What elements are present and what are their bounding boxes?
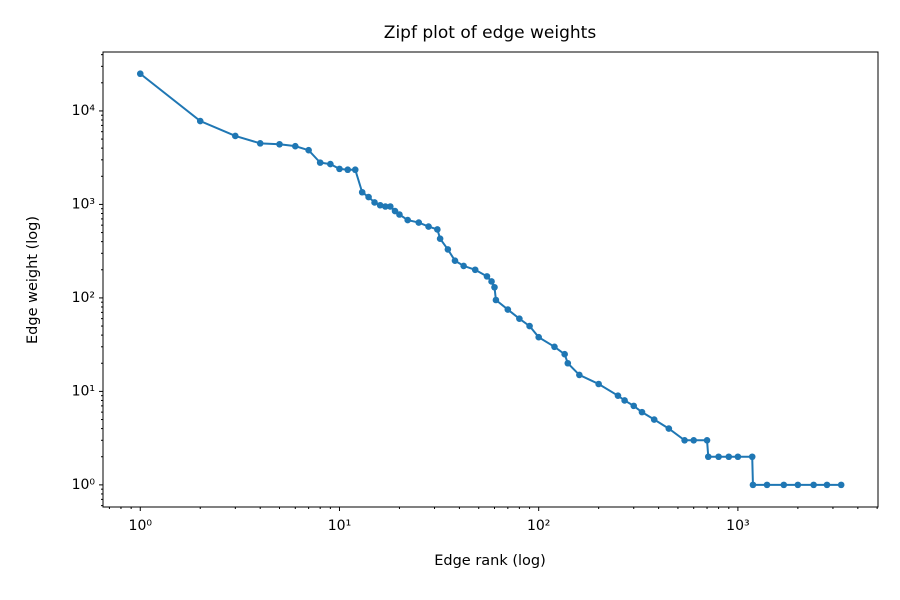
data-point: [436, 235, 444, 242]
data-point: [358, 188, 366, 196]
data-point: [614, 392, 622, 399]
plot-frame: [102, 51, 879, 508]
data-point: [638, 408, 646, 416]
data-point: [483, 273, 491, 280]
data-point: [336, 165, 343, 173]
y-tick-label: 10³: [72, 196, 95, 212]
data-point: [344, 166, 352, 174]
data-point: [823, 481, 831, 489]
data-point: [488, 278, 495, 285]
data-point: [327, 160, 334, 168]
data-point: [763, 481, 771, 489]
data-point: [690, 436, 698, 444]
data-point: [504, 306, 512, 313]
data-point: [749, 481, 757, 489]
data-point: [681, 436, 688, 444]
x-axis-label: Edge rank (log): [434, 553, 546, 569]
data-point: [650, 416, 658, 423]
data-point: [396, 211, 403, 218]
data-point: [715, 453, 722, 461]
data-point: [780, 481, 788, 489]
data-point: [425, 223, 432, 230]
data-point: [196, 117, 204, 125]
data-point: [415, 219, 423, 226]
data-point: [351, 166, 359, 174]
data-point: [704, 453, 712, 461]
data-point: [564, 359, 572, 367]
y-tick-label: 10⁰: [72, 477, 96, 493]
x-tick-label: 10⁰: [129, 518, 153, 534]
data-point: [434, 226, 441, 233]
data-point: [444, 246, 452, 253]
data-point: [665, 425, 673, 432]
x-tick-label: 10²: [527, 518, 550, 534]
y-axis-label: Edge weight (log): [25, 216, 41, 344]
y-tick-label: 10²: [72, 290, 95, 306]
data-point: [365, 193, 372, 201]
data-point: [376, 201, 384, 209]
data-point: [305, 146, 312, 154]
x-tick-label: 10³: [726, 518, 749, 534]
data-point: [387, 203, 394, 210]
data-point: [734, 453, 742, 461]
data-point: [595, 380, 602, 388]
data-point: [492, 296, 500, 304]
data-point: [748, 453, 756, 461]
data-point: [276, 140, 283, 148]
data-point: [551, 343, 558, 351]
data-point: [232, 132, 239, 140]
data-point: [561, 350, 568, 358]
data-point: [291, 142, 299, 150]
data-point: [391, 207, 399, 215]
data-point: [371, 199, 378, 206]
x-tick-label: 10¹: [328, 518, 351, 534]
data-point: [382, 203, 389, 210]
y-tick-label: 10⁴: [72, 103, 96, 119]
data-point: [837, 481, 845, 489]
data-point: [526, 322, 533, 330]
data-point: [630, 402, 638, 410]
chart-title: Zipf plot of edge weights: [384, 23, 597, 43]
data-point: [535, 333, 542, 341]
data-point: [460, 262, 467, 270]
data-point: [516, 315, 523, 322]
data-point: [725, 453, 733, 461]
data-point: [621, 397, 628, 404]
data-point: [794, 481, 802, 489]
data-point: [256, 140, 264, 147]
data-point: [404, 216, 411, 224]
data-point: [451, 257, 459, 265]
data-point: [576, 371, 583, 379]
data-point: [810, 481, 817, 489]
data-point: [136, 70, 144, 78]
y-tick-label: 10¹: [72, 383, 95, 399]
data-point: [316, 159, 324, 166]
data-point: [491, 283, 498, 291]
data-point: [703, 436, 711, 444]
data-point: [471, 266, 479, 274]
